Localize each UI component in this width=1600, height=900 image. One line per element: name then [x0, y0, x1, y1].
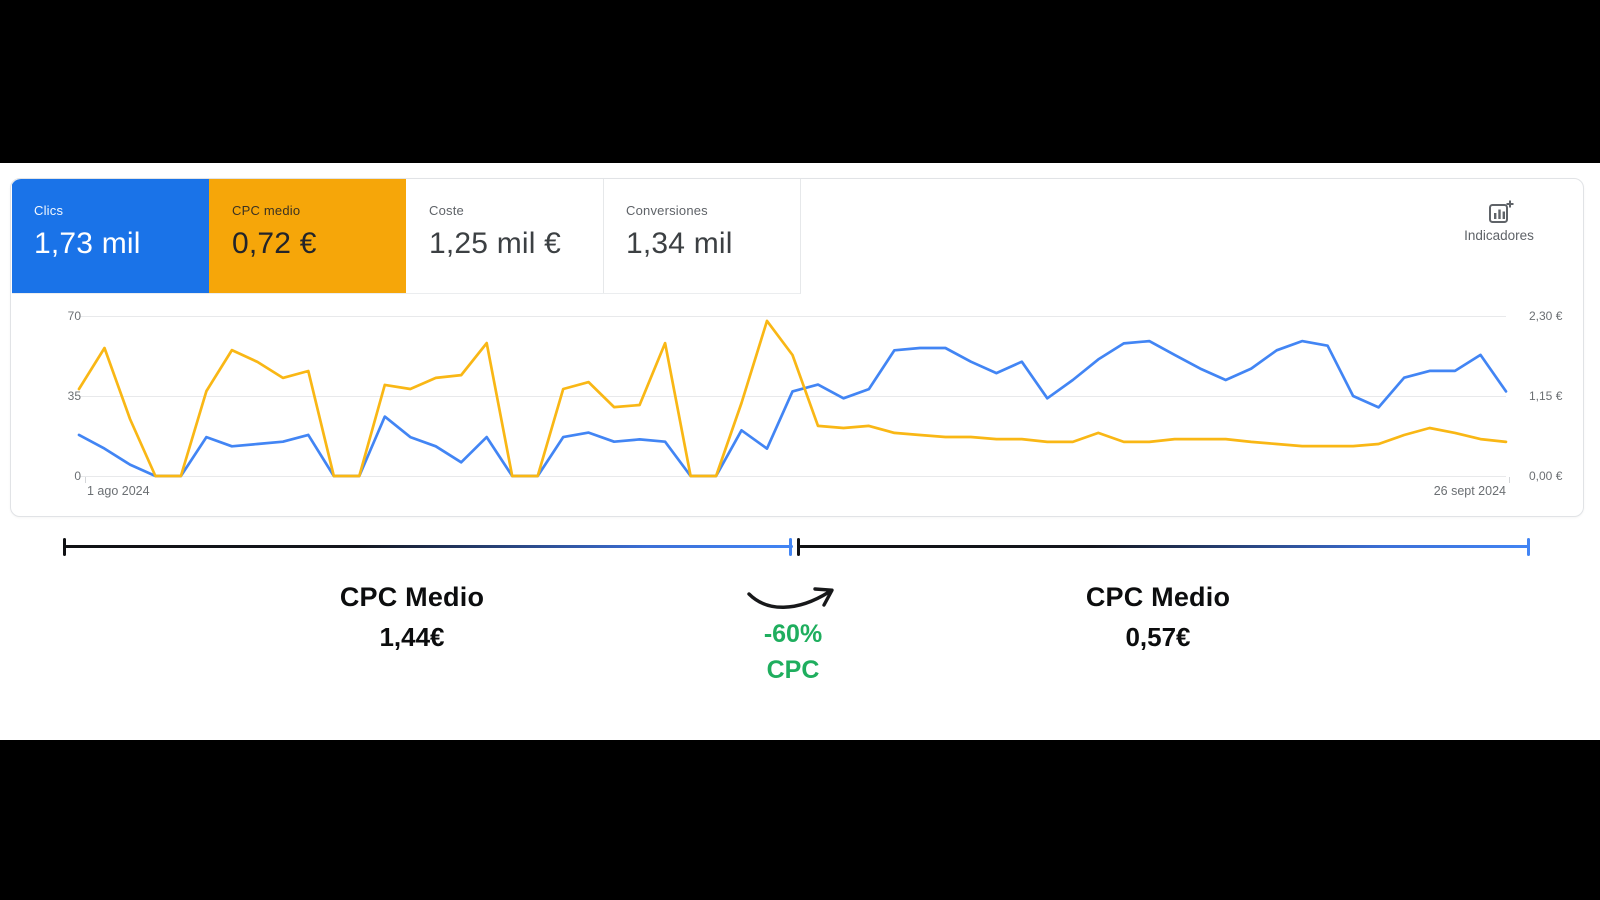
- metric-card-value: 1,34 mil: [626, 227, 733, 260]
- bracket-before-period: [65, 545, 793, 548]
- letterbox-bottom: [0, 740, 1600, 900]
- series-line-clics: [79, 341, 1506, 476]
- left-axis-tick-0: 0: [74, 469, 81, 483]
- metric-card-label: Conversiones: [626, 203, 708, 218]
- bracket-tick-mid-right: [797, 538, 800, 556]
- left-axis-tick-35: 35: [67, 389, 81, 403]
- indicators-label: Indicadores: [1464, 228, 1534, 243]
- metric-card-value: 0,72 €: [232, 227, 317, 260]
- metric-card-clics[interactable]: Clics 1,73 mil: [12, 179, 209, 293]
- metrics-chart-panel: Clics 1,73 mil CPC medio 0,72 € Coste 1,…: [10, 178, 1584, 517]
- cpc-after-title: CPC Medio: [1085, 582, 1231, 612]
- metric-card-value: 1,73 mil: [34, 227, 141, 260]
- x-axis-end-date: 26 sept 2024: [1433, 484, 1506, 498]
- series-line-cpc-medio: [79, 321, 1506, 476]
- letterbox-top: [0, 0, 1600, 163]
- chart-plus-icon: [1489, 200, 1514, 223]
- x-axis-tick-start: [85, 477, 86, 483]
- x-axis-start-date: 1 ago 2024: [87, 484, 150, 498]
- metric-card-label: Coste: [429, 203, 464, 218]
- bracket-tick-start: [63, 538, 66, 556]
- metric-card-label: Clics: [34, 203, 64, 218]
- cpc-after-block: CPC Medio 0,57€: [998, 582, 1318, 653]
- add-indicator-button[interactable]: [1483, 196, 1517, 230]
- left-axis-tick-70: 70: [67, 309, 81, 323]
- right-axis-tick-115: 1,15 €: [1529, 389, 1563, 403]
- metric-card-coste[interactable]: Coste 1,25 mil €: [406, 179, 603, 293]
- bracket-tick-mid-left: [789, 538, 792, 556]
- metric-card-value: 1,25 mil €: [429, 227, 562, 260]
- cpc-before-block: CPC Medio 1,44€: [252, 582, 572, 653]
- cpc-change-percent: -60%: [763, 620, 823, 648]
- bracket-after-period: [799, 545, 1530, 548]
- bracket-tick-end: [1527, 538, 1530, 556]
- x-axis-tick-end: [1509, 477, 1510, 483]
- chart-plot-svg: [79, 316, 1506, 476]
- metric-cards: Clics 1,73 mil CPC medio 0,72 € Coste 1,…: [12, 179, 801, 294]
- chart-plot-area: [79, 316, 1506, 476]
- cpc-after-value: 0,57€: [1125, 622, 1191, 652]
- gridline-35: [79, 396, 1506, 397]
- metric-card-cpc-medio[interactable]: CPC medio 0,72 €: [209, 179, 406, 293]
- cpc-before-value: 1,44€: [379, 622, 445, 652]
- right-axis-tick-230: 2,30 €: [1529, 309, 1563, 323]
- cpc-change-callout: -60% CPC: [713, 620, 873, 685]
- curved-arrow-icon: [747, 587, 834, 609]
- gridline-0: [79, 476, 1506, 477]
- right-axis-tick-000: 0,00 €: [1529, 469, 1563, 483]
- cpc-change-metric: CPC: [766, 656, 820, 684]
- metric-card-conversiones[interactable]: Conversiones 1,34 mil: [603, 179, 800, 293]
- metric-card-label: CPC medio: [232, 203, 301, 218]
- cpc-before-title: CPC Medio: [339, 582, 485, 612]
- gridline-70: [79, 316, 1506, 317]
